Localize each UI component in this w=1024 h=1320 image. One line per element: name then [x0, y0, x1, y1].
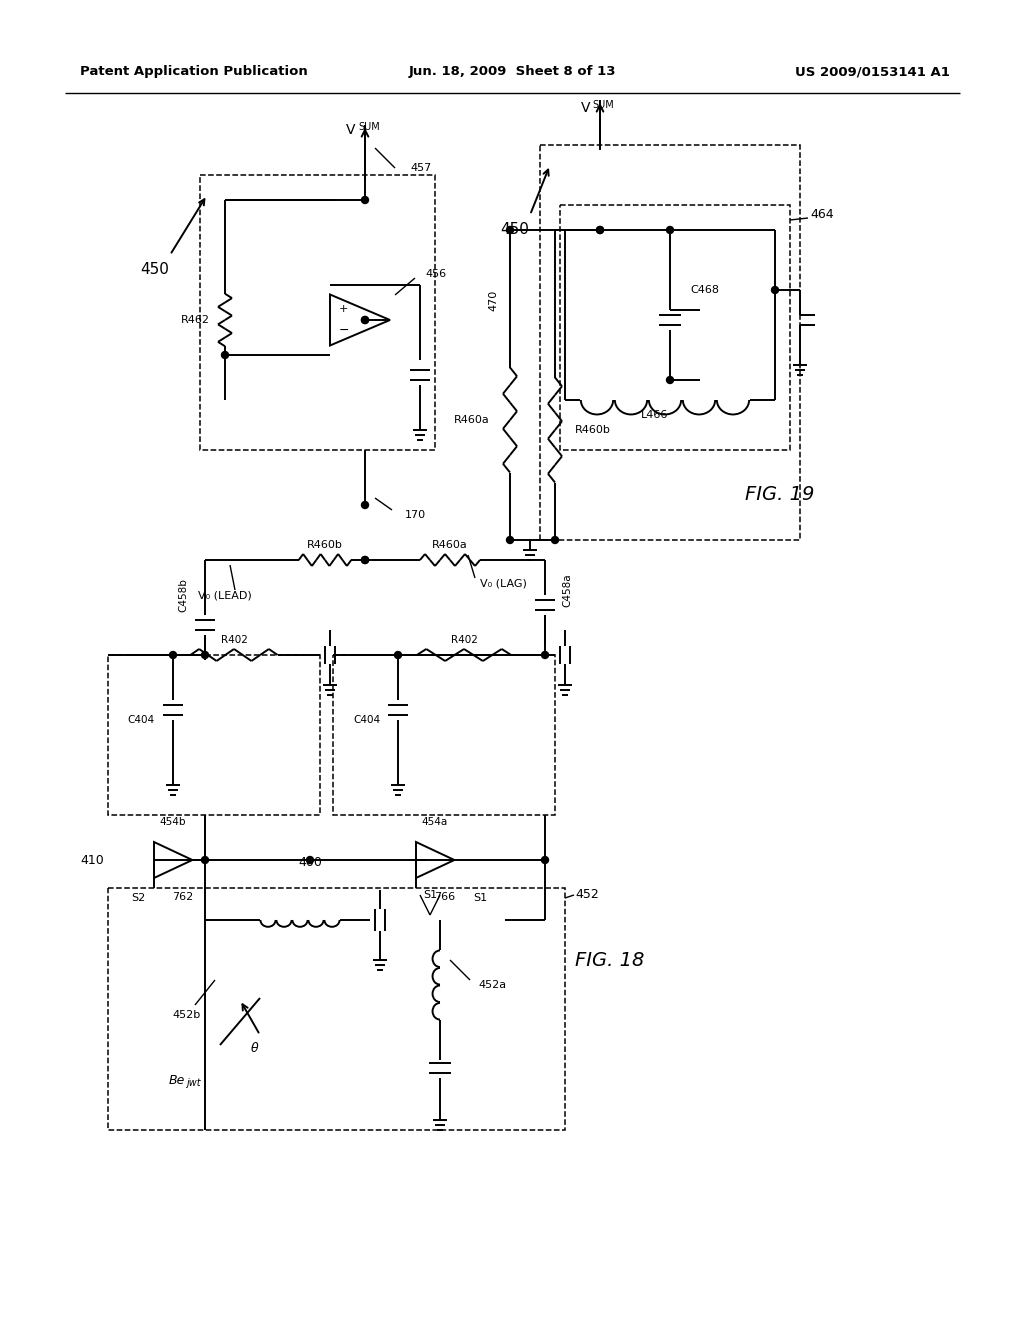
- Text: C458b: C458b: [178, 578, 188, 612]
- Text: C458a: C458a: [562, 573, 572, 607]
- Bar: [540, 145, 800, 540]
- Text: 454a: 454a: [422, 817, 449, 828]
- Text: SUM: SUM: [592, 100, 613, 110]
- Text: V₀ (LAG): V₀ (LAG): [480, 578, 527, 587]
- Bar: [333, 655, 555, 814]
- Circle shape: [771, 286, 778, 293]
- Circle shape: [507, 227, 513, 234]
- Circle shape: [306, 857, 313, 863]
- Text: C468: C468: [690, 285, 719, 294]
- Text: Be: Be: [169, 1073, 185, 1086]
- Text: jwt: jwt: [186, 1078, 201, 1088]
- Text: 452b: 452b: [173, 1010, 201, 1020]
- Text: Patent Application Publication: Patent Application Publication: [80, 66, 308, 78]
- Circle shape: [542, 652, 549, 659]
- Circle shape: [361, 197, 369, 203]
- Circle shape: [361, 502, 369, 508]
- Text: R460a: R460a: [432, 540, 468, 550]
- Circle shape: [361, 557, 369, 564]
- Text: R402: R402: [220, 635, 248, 645]
- Text: 450: 450: [140, 263, 169, 277]
- Text: 170: 170: [406, 510, 426, 520]
- Circle shape: [597, 227, 603, 234]
- Text: 452a: 452a: [478, 979, 506, 990]
- Text: S1: S1: [423, 890, 437, 900]
- Text: FIG. 19: FIG. 19: [745, 486, 814, 504]
- Text: C404: C404: [353, 715, 380, 725]
- Text: 456: 456: [425, 269, 446, 279]
- Circle shape: [361, 557, 369, 564]
- Circle shape: [542, 857, 549, 863]
- Text: 457: 457: [410, 162, 431, 173]
- Circle shape: [507, 536, 513, 544]
- Bar: [108, 888, 565, 1130]
- Text: V: V: [581, 102, 590, 115]
- Text: V₀ (LEAD): V₀ (LEAD): [198, 590, 252, 601]
- Circle shape: [597, 227, 603, 234]
- Bar: [108, 655, 319, 814]
- Text: R460b: R460b: [575, 425, 611, 436]
- Circle shape: [552, 536, 558, 544]
- Text: −: −: [338, 323, 349, 337]
- Text: $\theta$: $\theta$: [250, 1041, 260, 1055]
- Circle shape: [394, 652, 401, 659]
- Text: 464: 464: [810, 209, 834, 222]
- Circle shape: [667, 227, 674, 234]
- Circle shape: [361, 317, 369, 323]
- Text: 410: 410: [80, 854, 103, 866]
- Text: 470: 470: [488, 289, 498, 310]
- Text: S1: S1: [473, 894, 487, 903]
- Text: L466: L466: [641, 411, 669, 420]
- Text: S2: S2: [131, 894, 145, 903]
- Text: R462: R462: [181, 315, 210, 325]
- Circle shape: [667, 376, 674, 384]
- Text: 452: 452: [575, 888, 599, 902]
- Circle shape: [202, 652, 209, 659]
- Text: SUM: SUM: [358, 121, 380, 132]
- Text: R460a: R460a: [455, 414, 490, 425]
- Text: V: V: [345, 123, 355, 137]
- Text: 454b: 454b: [160, 817, 186, 828]
- Bar: [200, 176, 435, 450]
- Text: 762: 762: [172, 892, 194, 902]
- Text: US 2009/0153141 A1: US 2009/0153141 A1: [795, 66, 950, 78]
- Text: FIG. 18: FIG. 18: [575, 950, 644, 969]
- Text: R460b: R460b: [307, 540, 343, 550]
- Circle shape: [202, 857, 209, 863]
- Text: Jun. 18, 2009  Sheet 8 of 13: Jun. 18, 2009 Sheet 8 of 13: [409, 66, 615, 78]
- Text: 766: 766: [434, 892, 456, 902]
- Bar: [560, 205, 790, 450]
- Text: 400: 400: [298, 855, 322, 869]
- Text: R402: R402: [451, 635, 477, 645]
- Text: +: +: [339, 305, 348, 314]
- Circle shape: [361, 317, 369, 323]
- Circle shape: [221, 351, 228, 359]
- Text: 450: 450: [501, 223, 529, 238]
- Circle shape: [170, 652, 176, 659]
- Text: C404: C404: [128, 715, 155, 725]
